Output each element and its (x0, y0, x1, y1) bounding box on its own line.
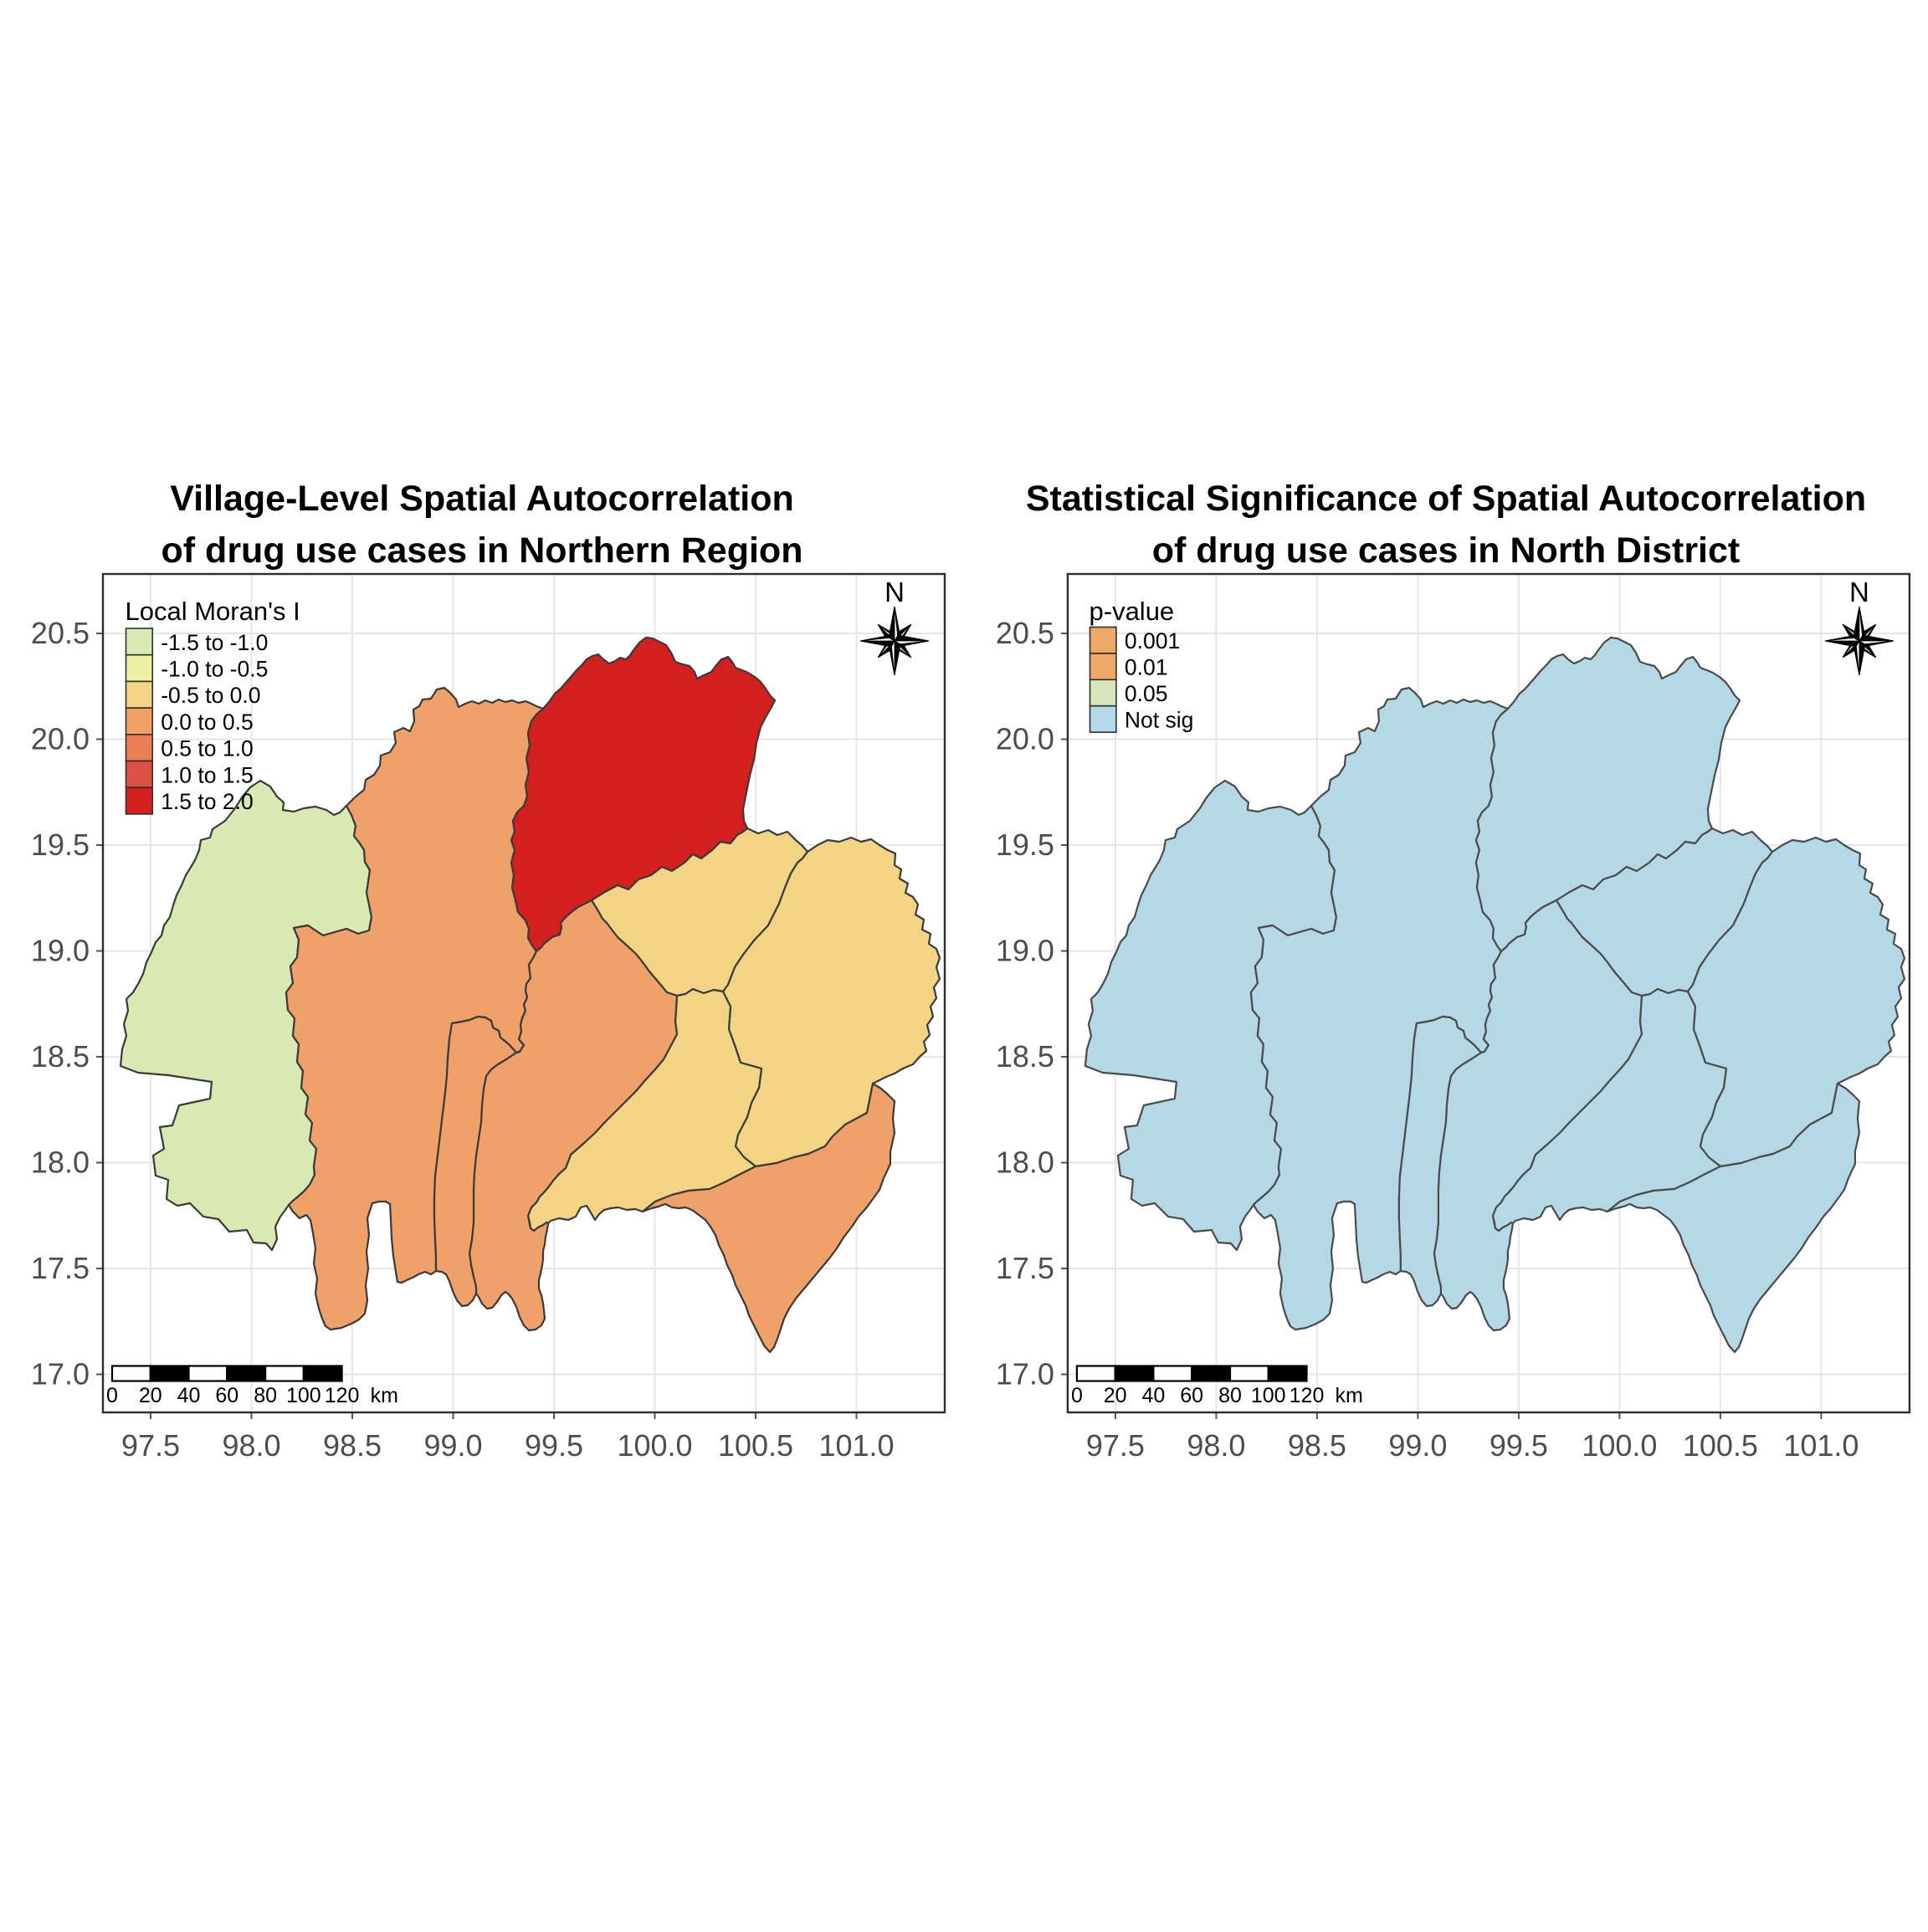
svg-text:60: 60 (1180, 1384, 1203, 1407)
svg-text:80: 80 (254, 1384, 277, 1407)
svg-text:19.5: 19.5 (996, 828, 1054, 862)
svg-text:20: 20 (1104, 1384, 1127, 1407)
svg-text:97.5: 97.5 (121, 1428, 180, 1463)
svg-text:98.5: 98.5 (323, 1428, 382, 1463)
svg-text:20.5: 20.5 (31, 616, 90, 650)
svg-text:of drug use cases in North Dis: of drug use cases in North District (1152, 530, 1740, 571)
svg-text:0.01: 0.01 (1125, 655, 1168, 680)
svg-text:120: 120 (1290, 1384, 1325, 1407)
svg-text:17.0: 17.0 (996, 1357, 1054, 1391)
svg-text:19.0: 19.0 (996, 934, 1054, 968)
svg-text:1.0 to 1.5: 1.0 to 1.5 (161, 762, 254, 787)
svg-text:98.0: 98.0 (222, 1428, 280, 1463)
svg-text:18.0: 18.0 (31, 1145, 90, 1180)
svg-text:99.0: 99.0 (1388, 1428, 1447, 1463)
svg-text:Local Moran's I: Local Moran's I (126, 597, 300, 626)
svg-text:99.5: 99.5 (1490, 1428, 1548, 1463)
svg-text:99.0: 99.0 (423, 1428, 482, 1463)
svg-text:0.001: 0.001 (1125, 628, 1180, 653)
svg-text:18.0: 18.0 (996, 1145, 1054, 1180)
svg-text:100.5: 100.5 (718, 1428, 793, 1463)
svg-text:100: 100 (286, 1384, 321, 1407)
svg-text:0.05: 0.05 (1125, 681, 1168, 706)
svg-text:60: 60 (215, 1384, 238, 1407)
svg-text:17.5: 17.5 (996, 1251, 1054, 1285)
svg-text:100.0: 100.0 (617, 1428, 692, 1463)
svg-text:18.5: 18.5 (31, 1039, 90, 1074)
svg-text:-1.0 to -0.5: -1.0 to -0.5 (161, 657, 268, 682)
svg-text:km: km (371, 1384, 398, 1407)
svg-text:N: N (1849, 577, 1869, 607)
svg-text:97.5: 97.5 (1086, 1428, 1145, 1463)
svg-text:km: km (1336, 1384, 1363, 1407)
svg-text:N: N (885, 577, 905, 607)
svg-text:Not sig: Not sig (1125, 707, 1193, 732)
svg-text:17.5: 17.5 (31, 1251, 90, 1285)
svg-text:-0.5 to 0.0: -0.5 to 0.0 (161, 683, 260, 708)
svg-text:100: 100 (1251, 1384, 1286, 1407)
svg-text:20.5: 20.5 (996, 616, 1054, 650)
svg-text:80: 80 (1218, 1384, 1242, 1407)
svg-text:20: 20 (139, 1384, 162, 1407)
svg-text:0: 0 (106, 1384, 118, 1407)
svg-text:17.0: 17.0 (31, 1357, 90, 1391)
svg-text:101.0: 101.0 (818, 1428, 894, 1463)
svg-text:0.0 to 0.5: 0.0 to 0.5 (161, 710, 254, 735)
svg-text:18.5: 18.5 (996, 1039, 1054, 1074)
svg-text:19.5: 19.5 (31, 828, 90, 862)
svg-text:40: 40 (1141, 1384, 1165, 1407)
svg-text:-1.5 to -1.0: -1.5 to -1.0 (161, 630, 268, 655)
svg-text:Village-Level Spatial Autocorr: Village-Level Spatial Autocorrelation (170, 479, 794, 519)
svg-text:98.5: 98.5 (1288, 1428, 1346, 1463)
svg-text:100.5: 100.5 (1683, 1428, 1758, 1463)
svg-text:101.0: 101.0 (1783, 1428, 1859, 1463)
svg-text:20.0: 20.0 (996, 722, 1054, 756)
svg-text:19.0: 19.0 (31, 934, 90, 968)
svg-text:40: 40 (177, 1384, 201, 1407)
svg-text:1.5 to 2.0: 1.5 to 2.0 (161, 789, 254, 814)
svg-text:0: 0 (1071, 1384, 1083, 1407)
svg-text:120: 120 (325, 1384, 360, 1407)
svg-text:20.0: 20.0 (31, 722, 90, 756)
svg-text:98.0: 98.0 (1187, 1428, 1245, 1463)
svg-text:Statistical Significance of Sp: Statistical Significance of Spatial Auto… (1026, 479, 1866, 519)
svg-text:of drug use cases in Northern: of drug use cases in Northern Region (162, 530, 803, 571)
svg-text:0.5 to 1.0: 0.5 to 1.0 (161, 736, 254, 761)
svg-text:100.0: 100.0 (1582, 1428, 1657, 1463)
svg-text:99.5: 99.5 (525, 1428, 583, 1463)
svg-text:p-value: p-value (1090, 597, 1175, 626)
